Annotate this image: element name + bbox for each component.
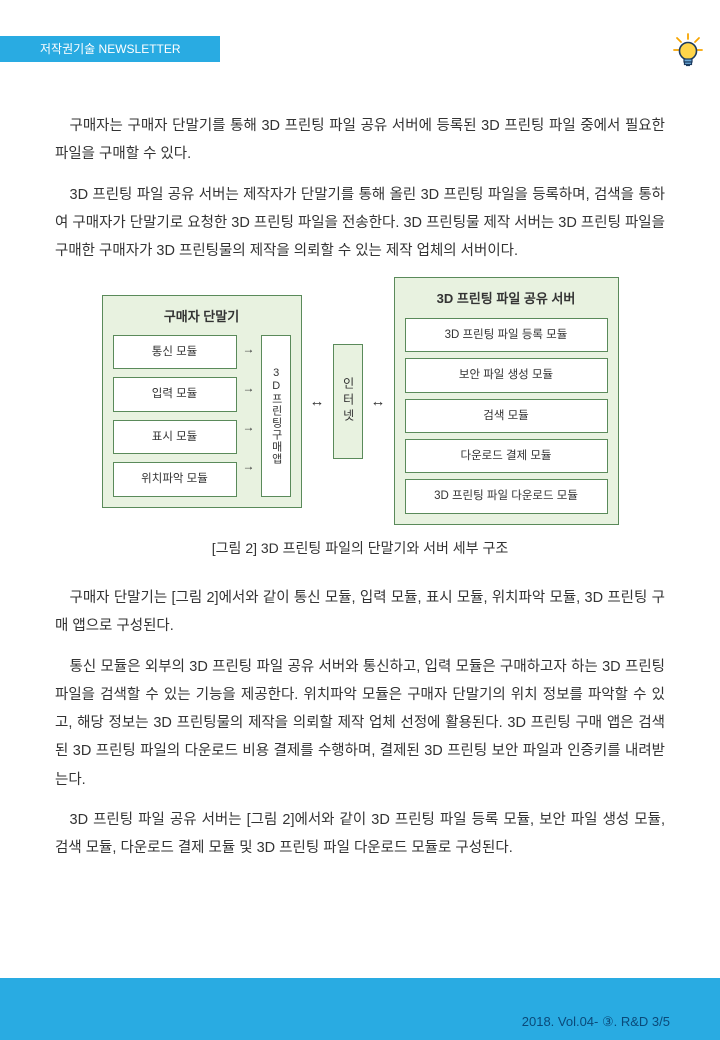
purchase-app-box: 3D프린팅구매앱 <box>261 335 291 497</box>
figure-2-caption: [그림 2] 3D 프린팅 파일의 단말기와 서버 세부 구조 <box>55 535 665 562</box>
paragraph-4: 통신 모듈은 외부의 3D 프린팅 파일 공유 서버와 통신하고, 입력 모듈은… <box>55 653 665 794</box>
lightbulb-icon <box>668 30 708 70</box>
download-module: 3D 프린팅 파일 다운로드 모듈 <box>405 479 608 513</box>
left-double-arrow-icon: ↔ <box>310 394 325 409</box>
buyer-terminal-title: 구매자 단말기 <box>113 304 291 329</box>
right-double-arrow-icon: ↔ <box>371 394 386 409</box>
comm-module: 통신 모듈 <box>113 335 237 369</box>
location-module: 위치파악 모듈 <box>113 462 237 496</box>
register-module: 3D 프린팅 파일 등록 모듈 <box>405 318 608 352</box>
sharing-server-title: 3D 프린팅 파일 공유 서버 <box>405 286 608 311</box>
content-area: 구매자는 구매자 단말기를 통해 3D 프린팅 파일 공유 서버에 등록된 3D… <box>0 62 720 862</box>
paragraph-3: 구매자 단말기는 [그림 2]에서와 같이 통신 모듈, 입력 모듈, 표시 모… <box>55 584 665 641</box>
left-arrows: → → → → <box>243 335 255 480</box>
display-module: 표시 모듈 <box>113 420 237 454</box>
paragraph-1: 구매자는 구매자 단말기를 통해 3D 프린팅 파일 공유 서버에 등록된 3D… <box>55 112 665 169</box>
newsletter-tab-label: 저작권기술 NEWSLETTER <box>0 36 220 62</box>
input-module: 입력 모듈 <box>113 377 237 411</box>
internet-box: 인터넷 <box>333 344 363 459</box>
header: 저작권기술 NEWSLETTER <box>0 0 720 62</box>
footer-text: 2018. Vol.04- ③. R&D 3/5 <box>522 1014 670 1030</box>
paragraph-5: 3D 프린팅 파일 공유 서버는 [그림 2]에서와 같이 3D 프린팅 파일 … <box>55 806 665 863</box>
buyer-terminal-box: 구매자 단말기 통신 모듈 입력 모듈 표시 모듈 위치파악 모듈 → → → … <box>102 295 302 508</box>
sharing-server-box: 3D 프린팅 파일 공유 서버 3D 프린팅 파일 등록 모듈 보안 파일 생성… <box>394 277 619 524</box>
diagram-figure-2: 구매자 단말기 통신 모듈 입력 모듈 표시 모듈 위치파악 모듈 → → → … <box>55 277 665 524</box>
payment-module: 다운로드 결제 모듈 <box>405 439 608 473</box>
security-module: 보안 파일 생성 모듈 <box>405 358 608 392</box>
search-module: 검색 모듈 <box>405 399 608 433</box>
footer-band: 2018. Vol.04- ③. R&D 3/5 <box>0 978 720 1040</box>
paragraph-2: 3D 프린팅 파일 공유 서버는 제작자가 단말기를 통해 올린 3D 프린팅 … <box>55 181 665 266</box>
